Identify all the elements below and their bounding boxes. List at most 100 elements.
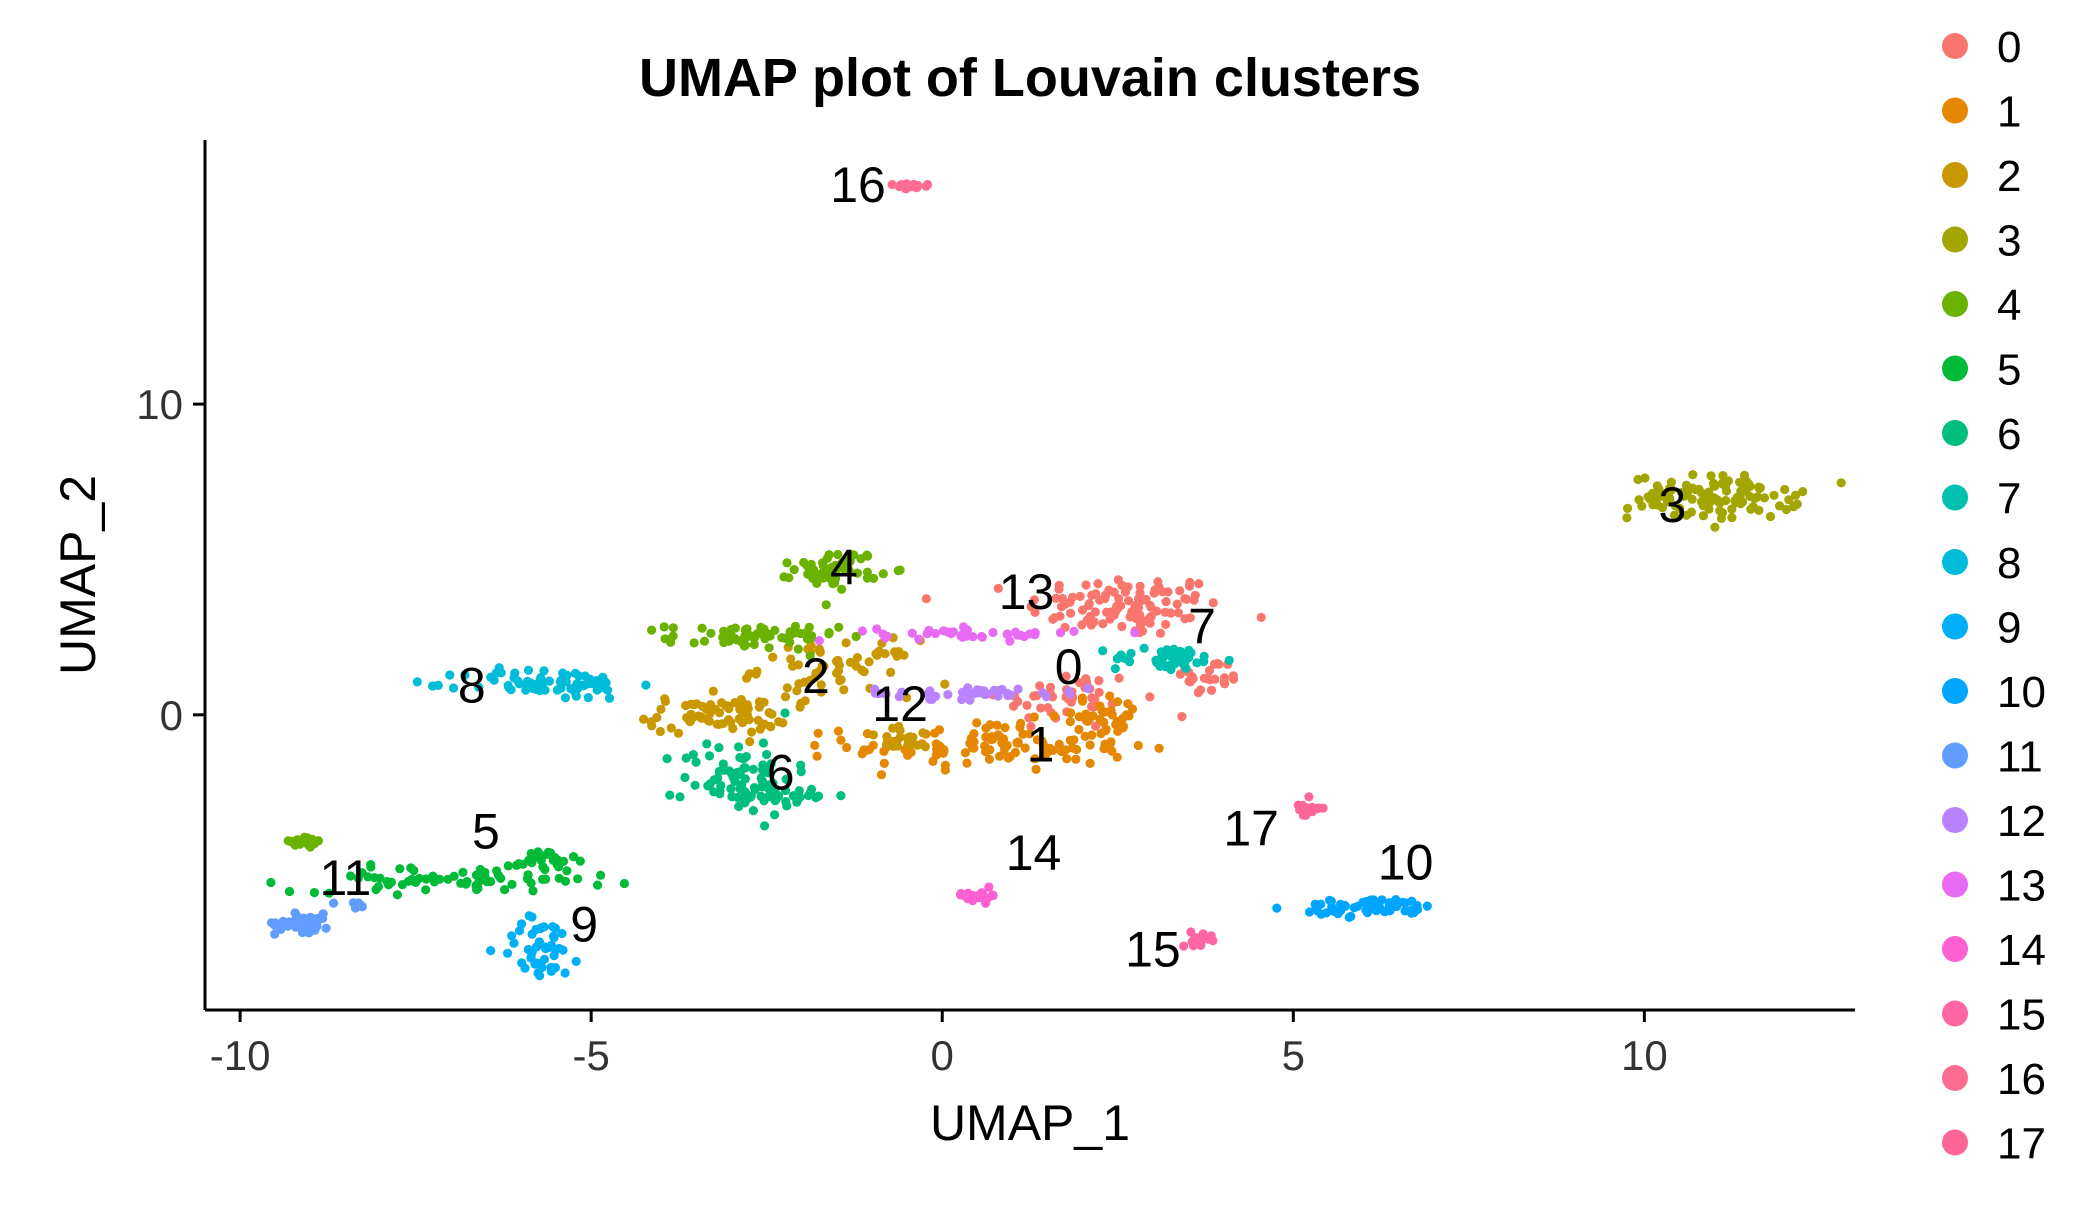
cluster-5-point <box>421 874 431 884</box>
cluster-2-point <box>815 665 825 676</box>
cluster-5-point <box>514 859 524 869</box>
cluster-label-2: 2 <box>802 648 830 704</box>
cluster-5-point <box>540 864 550 875</box>
legend-label-8: 8 <box>1997 539 2021 588</box>
cluster-1-point <box>842 742 852 753</box>
x-tick-label: -10 <box>210 1032 271 1079</box>
cluster-6-point <box>730 776 740 787</box>
cluster-10-point <box>1422 901 1432 911</box>
cluster-4-point <box>868 573 879 584</box>
cluster-0-point <box>1114 594 1124 604</box>
cluster-9-point <box>536 923 546 933</box>
cluster-3-point <box>1792 499 1802 509</box>
cluster-3-point <box>1736 499 1746 509</box>
cluster-6-point <box>781 797 791 807</box>
cluster-2-point <box>871 649 881 659</box>
cluster-0-point <box>1256 612 1266 623</box>
cluster-1-point <box>810 740 820 751</box>
cluster-7-point <box>1160 662 1171 672</box>
cluster-5-point <box>353 873 363 883</box>
cluster-1-point <box>1112 697 1123 707</box>
cluster-5-point <box>553 862 564 872</box>
cluster-3-point <box>1706 471 1716 481</box>
cluster-8-point <box>574 671 584 681</box>
legend-item-13: 13 <box>1942 862 2046 911</box>
cluster-5-point <box>541 874 551 884</box>
cluster-1-point <box>1016 718 1026 728</box>
x-tick-label: 10 <box>1621 1032 1668 1079</box>
legend-item-1: 1 <box>1942 88 2021 137</box>
cluster-0-point <box>1054 580 1064 590</box>
cluster-10-point <box>1272 903 1282 913</box>
cluster-14-point <box>988 890 998 901</box>
cluster-1-point <box>1066 708 1076 718</box>
cluster-0-point <box>1051 593 1061 604</box>
cluster-10-point <box>1333 909 1343 919</box>
cluster-6-point <box>748 806 759 816</box>
cluster-0-point <box>1135 581 1145 591</box>
cluster-8-point <box>598 672 608 682</box>
cluster-1-point <box>960 748 971 758</box>
cluster-3-point <box>1718 471 1728 481</box>
cluster-0-point <box>1022 700 1032 711</box>
cluster-3-point <box>1727 513 1737 523</box>
cluster-3-point <box>1709 493 1719 503</box>
cluster-6-point <box>709 775 719 785</box>
cluster-1-point <box>1030 754 1040 764</box>
cluster-6-point <box>734 742 744 752</box>
cluster-9-point <box>571 956 581 967</box>
cluster-label-14: 14 <box>1006 825 1062 881</box>
cluster-6-point <box>735 784 745 794</box>
cluster-5-point <box>596 870 606 880</box>
cluster-4-point <box>805 651 815 661</box>
cluster-14-point <box>981 898 991 908</box>
cluster-1-point <box>935 742 946 752</box>
cluster-2-point <box>886 667 896 678</box>
cluster-4-point <box>789 565 799 575</box>
cluster-3-point <box>1667 485 1677 495</box>
cluster-8-point <box>494 663 504 673</box>
legend-label-11: 11 <box>1997 733 2043 782</box>
cluster-4-point <box>780 633 790 643</box>
cluster-0-point <box>1061 671 1071 681</box>
cluster-14-point <box>963 888 973 898</box>
cluster-4-point <box>731 635 742 645</box>
cluster-label-6: 6 <box>767 744 795 800</box>
points-layer <box>266 179 1846 981</box>
cluster-5-point <box>375 873 385 883</box>
cluster-2-point <box>755 724 765 734</box>
cluster-label-13: 13 <box>999 564 1055 620</box>
cluster-16-point <box>921 181 931 191</box>
cluster-13-point <box>1005 636 1015 646</box>
cluster-13-point <box>939 626 949 636</box>
legend-label-15: 15 <box>1997 991 2046 1040</box>
cluster-6-point <box>748 764 758 774</box>
cluster-5-point <box>480 867 490 878</box>
cluster-4-point <box>851 631 861 642</box>
cluster-8-point <box>506 685 516 695</box>
cluster-0-point <box>1026 721 1036 732</box>
cluster-3-point <box>1781 504 1791 515</box>
cluster-10-point <box>1400 906 1410 916</box>
cluster-5-point <box>421 885 431 895</box>
cluster-0-point <box>1113 575 1123 585</box>
cluster-2-point <box>895 732 905 742</box>
cluster-3-point <box>1643 492 1653 502</box>
cluster-2-point <box>888 723 898 733</box>
cluster-label-17: 17 <box>1223 800 1279 856</box>
cluster-7-point <box>1167 651 1177 661</box>
cluster-6-point <box>757 782 767 792</box>
legend-key-13 <box>1942 871 1968 898</box>
legend-key-5 <box>1942 355 1968 382</box>
cluster-8-point <box>583 693 593 703</box>
cluster-8-point <box>448 683 459 693</box>
cluster-6-point <box>739 763 749 773</box>
cluster-4-point <box>824 550 834 560</box>
cluster-1-point <box>1000 723 1010 733</box>
cluster-1-point <box>999 744 1010 754</box>
legend-label-5: 5 <box>1997 346 2021 395</box>
legend-key-14 <box>1942 936 1968 962</box>
cluster-6-point <box>727 769 737 779</box>
